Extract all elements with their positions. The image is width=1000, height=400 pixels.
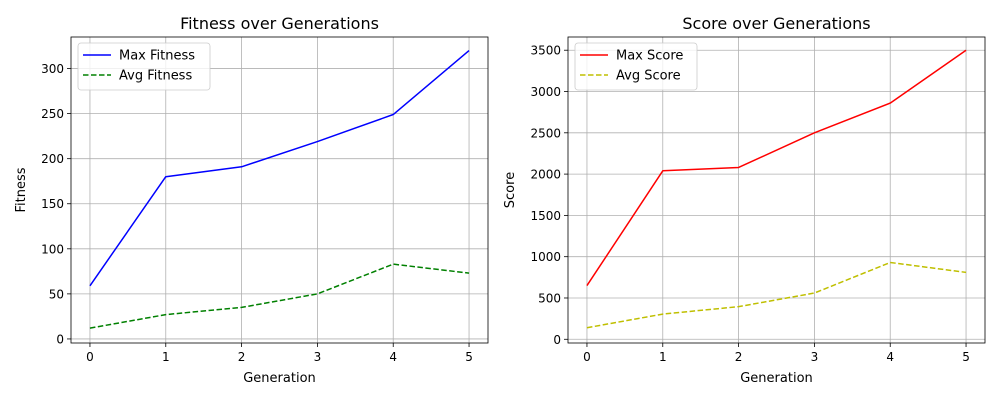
fitness-y-tick-label: 0 [56, 332, 64, 346]
fitness-legend-label-1: Avg Fitness [119, 69, 192, 84]
fitness-x-tick-label: 2 [238, 350, 246, 364]
fitness-y-tick-label: 300 [41, 62, 64, 76]
score-y-tick-label: 3000 [530, 85, 561, 99]
fitness-y-tick-label: 250 [41, 107, 64, 121]
fitness-legend-label-0: Max Fitness [119, 49, 195, 64]
score-y-tick-label: 0 [553, 333, 561, 347]
fitness-x-tick-label: 0 [86, 350, 94, 364]
score-y-tick-label: 2500 [530, 126, 561, 140]
fitness-x-tick-label: 5 [465, 350, 473, 364]
score-chart-title: Score over Generations [682, 14, 870, 33]
fitness-axes-frame [70, 36, 489, 344]
score-y-tick-label: 1000 [530, 250, 561, 264]
score-y-tick-label: 3500 [530, 44, 561, 58]
fitness-x-tick-label: 1 [162, 350, 170, 364]
score-legend-label-0: Max Score [616, 49, 683, 64]
score-y-tick-label: 500 [538, 291, 561, 305]
score-series-line-1 [586, 261, 967, 329]
score-legend-label-1: Avg Score [616, 69, 681, 84]
fitness-y-tick-label: 200 [41, 152, 64, 166]
score-x-tick-label: 1 [659, 350, 667, 364]
score-x-tick-label: 0 [583, 350, 591, 364]
fitness-y-tick-label: 100 [41, 242, 64, 256]
score-x-tick-label: 5 [962, 350, 970, 364]
fitness-x-axis-label: Generation [243, 371, 316, 386]
score-x-tick-label: 3 [811, 350, 819, 364]
score-chart: 0 1 2 3 4 5 0 500 1000 1500 2000 2500 3000 3500 Score … [503, 14, 986, 386]
score-x-tick-label: 4 [886, 350, 894, 364]
score-axes-frame [567, 36, 986, 344]
score-y-tick-label: 2000 [530, 168, 561, 182]
score-x-axis-label: Generation [740, 371, 813, 386]
fitness-y-tick-label: 150 [41, 197, 64, 211]
fitness-y-tick-label: 50 [49, 287, 64, 301]
score-y-axis-label: Score [503, 172, 518, 208]
fitness-x-tick-label: 4 [389, 350, 397, 364]
fitness-chart-title: Fitness over Generations [180, 14, 379, 33]
score-y-tick-label: 1500 [530, 209, 561, 223]
fitness-x-tick-label: 3 [314, 350, 322, 364]
fitness-series-line-1 [89, 263, 470, 329]
score-x-tick-label: 2 [735, 350, 743, 364]
score-series-line-0 [586, 49, 967, 287]
fitness-series-line-0 [89, 49, 470, 287]
fitness-y-axis-label: Fitness [14, 167, 29, 212]
